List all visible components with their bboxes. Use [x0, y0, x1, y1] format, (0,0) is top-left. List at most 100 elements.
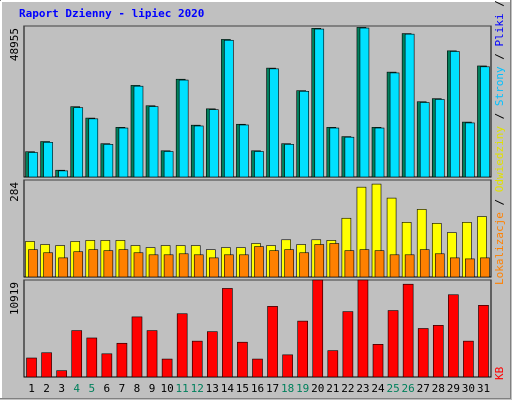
bar — [480, 257, 490, 278]
chart-title: Raport Dzienny - lipiec 2020 — [19, 7, 204, 20]
x-tick-label: 20 — [311, 382, 324, 395]
x-tick-label: 18 — [281, 382, 294, 395]
x-tick-label: 13 — [206, 382, 219, 395]
bar — [133, 85, 144, 178]
bar — [224, 39, 234, 178]
x-tick-label: 2 — [43, 382, 50, 395]
bar — [465, 122, 475, 178]
bar — [237, 341, 248, 378]
x-tick-label: 30 — [462, 382, 475, 395]
x-tick-label: 8 — [134, 382, 141, 395]
bar — [419, 102, 430, 178]
bar — [450, 257, 460, 278]
bar — [88, 249, 99, 278]
bar — [148, 254, 159, 278]
bar — [297, 320, 308, 378]
bar — [284, 144, 294, 178]
bar — [478, 305, 489, 378]
legend-entry: Lokalizacje — [493, 212, 506, 285]
bar — [163, 254, 174, 278]
legend-entry: Strony — [493, 66, 506, 106]
bar — [209, 257, 219, 278]
y-tick-label: 284 — [8, 182, 21, 202]
x-tick-label: 21 — [326, 382, 339, 395]
bar — [239, 254, 249, 278]
bar — [450, 51, 460, 178]
x-tick-label: 4 — [73, 382, 80, 395]
bar — [404, 254, 415, 278]
bar — [103, 144, 114, 178]
bar — [312, 279, 324, 378]
bar — [86, 337, 98, 378]
bar — [344, 136, 355, 178]
bar — [41, 352, 52, 378]
legend: KB — [493, 366, 506, 380]
bar — [327, 350, 339, 378]
bar — [374, 127, 385, 178]
y-tick-label: 48955 — [8, 28, 21, 61]
bar — [432, 325, 444, 378]
bar — [299, 252, 309, 278]
legend: Lokalizacje / Odwiedziny / Strony / Plik… — [493, 0, 506, 285]
bar — [133, 252, 144, 278]
x-tick-label: 24 — [371, 382, 385, 395]
x-tick-label: 12 — [191, 382, 204, 395]
x-tick-label: 14 — [221, 382, 235, 395]
bar — [284, 249, 294, 278]
x-tick-label: 27 — [417, 382, 430, 395]
bar — [374, 250, 385, 278]
bar — [404, 33, 415, 178]
bar — [417, 328, 429, 378]
legend-entry: KB — [493, 366, 506, 380]
x-tick-label: 3 — [58, 382, 65, 395]
bar — [103, 250, 114, 278]
bar — [357, 279, 369, 378]
bar — [116, 342, 128, 378]
bar — [480, 66, 490, 178]
bar — [163, 151, 174, 178]
bar — [389, 254, 400, 278]
bar — [71, 330, 83, 378]
bar — [329, 243, 340, 278]
x-tick-label: 23 — [356, 382, 369, 395]
bar — [314, 244, 325, 278]
bar — [43, 252, 53, 278]
bar — [191, 340, 203, 378]
bar — [73, 251, 84, 278]
bar — [193, 254, 204, 278]
legend-separator: / — [493, 0, 506, 13]
bar — [402, 283, 414, 378]
x-tick-label: 26 — [402, 382, 415, 395]
x-tick-label: 7 — [119, 382, 126, 395]
bar — [131, 316, 143, 378]
legend-separator: / — [493, 192, 506, 212]
bar — [463, 340, 474, 378]
bar — [178, 253, 189, 278]
legend-entry: Pliki — [493, 13, 506, 46]
bar — [146, 330, 158, 378]
bar — [28, 152, 38, 178]
bar — [178, 79, 189, 178]
bar — [434, 253, 445, 278]
x-tick-label: 15 — [236, 382, 249, 395]
bar — [314, 28, 325, 178]
x-tick-label: 1 — [28, 382, 35, 395]
bar — [389, 72, 400, 178]
bar — [207, 331, 218, 378]
bar — [254, 151, 264, 178]
bar — [359, 27, 370, 178]
bar — [176, 313, 188, 378]
bar — [254, 246, 264, 278]
x-tick-label: 28 — [432, 382, 445, 395]
bar — [342, 311, 354, 378]
bar — [209, 109, 219, 178]
bar — [465, 258, 475, 278]
bar — [269, 250, 279, 278]
bar — [193, 125, 204, 178]
bar — [224, 254, 234, 278]
bar — [329, 127, 340, 178]
bar — [118, 127, 129, 178]
bar — [43, 142, 53, 178]
bar — [88, 118, 99, 178]
